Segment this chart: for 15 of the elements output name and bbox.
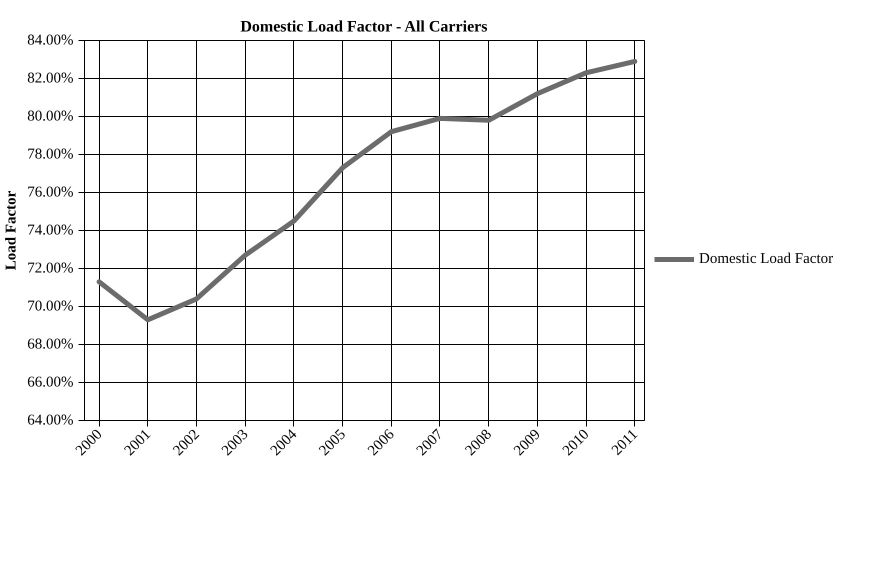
y-tick-label: 68.00% [27, 336, 74, 352]
y-axis-title: Load Factor [3, 190, 20, 270]
y-tick-label: 64.00% [27, 412, 74, 428]
y-tick-label: 66.00% [27, 374, 74, 390]
y-tick-label: 70.00% [27, 298, 74, 314]
y-tick-label: 84.00% [27, 32, 74, 48]
y-tick-label: 72.00% [27, 260, 74, 276]
y-tick-label: 80.00% [27, 108, 74, 124]
chart-title: Domestic Load Factor - All Carriers [240, 18, 488, 36]
y-tick-label: 78.00% [27, 146, 74, 162]
legend-label: Domestic Load Factor [699, 250, 834, 268]
y-tick-label: 76.00% [27, 184, 74, 200]
y-tick-label: 74.00% [27, 222, 74, 238]
x-tick-label: 2011 [608, 426, 642, 459]
y-tick-label: 82.00% [27, 70, 74, 86]
